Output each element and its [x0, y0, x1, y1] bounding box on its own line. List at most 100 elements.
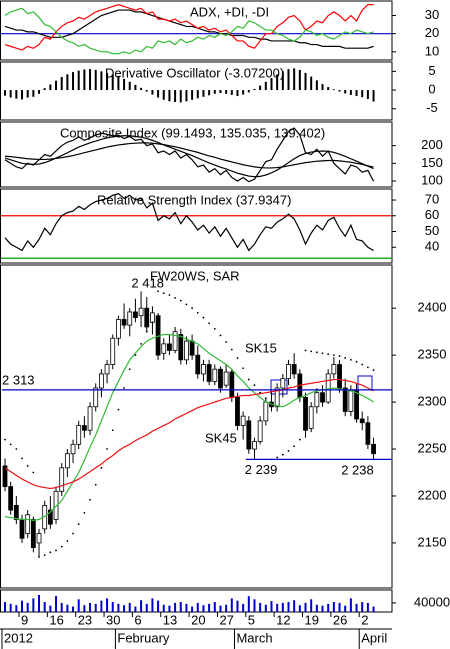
bar	[38, 594, 41, 612]
bar	[225, 90, 228, 94]
bar	[366, 602, 369, 612]
bar	[281, 602, 284, 612]
candle-body	[8, 486, 14, 511]
panel-title: FW20WS, SAR	[150, 268, 240, 283]
bar	[32, 90, 35, 97]
x-tick-label: 23	[78, 612, 92, 627]
panel	[0, 121, 393, 188]
candle-body	[252, 441, 257, 450]
bar	[264, 604, 267, 612]
bar	[253, 599, 256, 612]
bar	[162, 90, 165, 100]
bar	[60, 76, 63, 91]
sar-dot	[259, 391, 262, 394]
annotation: 2 238	[341, 463, 374, 478]
bar	[38, 90, 41, 94]
y-tick-label: 70	[425, 191, 439, 206]
bar	[49, 84, 52, 91]
bar	[196, 602, 199, 612]
candle-body	[13, 504, 19, 520]
candle-body	[53, 490, 59, 520]
bar	[196, 90, 199, 99]
bar	[219, 605, 222, 612]
sar-dot	[38, 556, 40, 558]
y-tick-label: 30	[425, 7, 439, 22]
candle-body	[2, 465, 8, 487]
bar	[338, 602, 341, 612]
sar-dot	[349, 358, 352, 361]
candle-body	[320, 392, 325, 403]
panel	[0, 188, 393, 264]
candle-body	[274, 387, 280, 408]
bar	[21, 90, 24, 100]
sar-dot	[49, 551, 52, 554]
bar	[128, 81, 131, 91]
candle-body	[235, 396, 240, 426]
x-tick-label: 26	[333, 612, 347, 627]
x-tick-label: 2	[361, 612, 368, 627]
y-tick-label: 2350	[418, 347, 447, 362]
sar-dot	[123, 387, 125, 389]
candle-body	[365, 422, 371, 445]
series-line	[4, 378, 374, 490]
sar-dot	[344, 357, 347, 359]
sar-dot	[162, 292, 165, 295]
bar	[276, 603, 279, 612]
candle-body	[70, 443, 76, 455]
bar	[230, 598, 233, 612]
bar	[72, 606, 75, 612]
sar-dot	[276, 456, 279, 459]
level-label: 2 239	[245, 462, 278, 477]
month-label: April	[361, 630, 387, 645]
bar	[66, 604, 69, 612]
bar	[338, 90, 341, 92]
sar-dot	[281, 453, 284, 456]
x-tick-label: 13	[163, 612, 177, 627]
candle-body	[172, 331, 178, 351]
bar	[26, 602, 29, 612]
sar-dot	[219, 334, 222, 337]
candle-body	[280, 378, 286, 389]
x-tick-label: 16	[49, 612, 63, 627]
bar	[43, 602, 46, 612]
candle-body	[59, 467, 65, 492]
bar	[191, 90, 194, 100]
candle-body	[138, 307, 144, 317]
sar-dot	[26, 465, 29, 467]
sar-dot	[60, 545, 63, 548]
sar-dot	[32, 471, 35, 474]
candle-body	[218, 368, 223, 389]
sar-dot	[242, 367, 245, 370]
candle-body	[189, 340, 195, 356]
bar	[123, 78, 126, 91]
bar	[298, 69, 301, 91]
bar	[264, 81, 267, 91]
candle-body	[195, 354, 201, 375]
bar	[83, 69, 86, 91]
bar	[236, 600, 239, 612]
candle-body	[354, 390, 359, 420]
bar	[361, 602, 364, 612]
bar	[43, 88, 46, 91]
candle-body	[223, 371, 229, 386]
bar	[349, 90, 352, 95]
bar	[281, 71, 284, 91]
sar-dot	[151, 321, 154, 324]
x-tick-label: 27	[219, 612, 233, 627]
bar	[111, 602, 114, 612]
sar-dot	[4, 438, 6, 441]
candle-body	[371, 443, 376, 455]
candle-body	[133, 311, 138, 318]
bar	[185, 90, 188, 102]
bar	[349, 598, 352, 612]
bar	[94, 603, 97, 612]
sar-dot	[304, 349, 307, 352]
candle-body	[331, 364, 337, 375]
bar	[123, 605, 126, 612]
candle-body	[286, 364, 291, 380]
candle-body	[246, 420, 252, 450]
bar	[174, 90, 177, 103]
bar	[315, 80, 318, 91]
candle-body	[81, 425, 87, 431]
